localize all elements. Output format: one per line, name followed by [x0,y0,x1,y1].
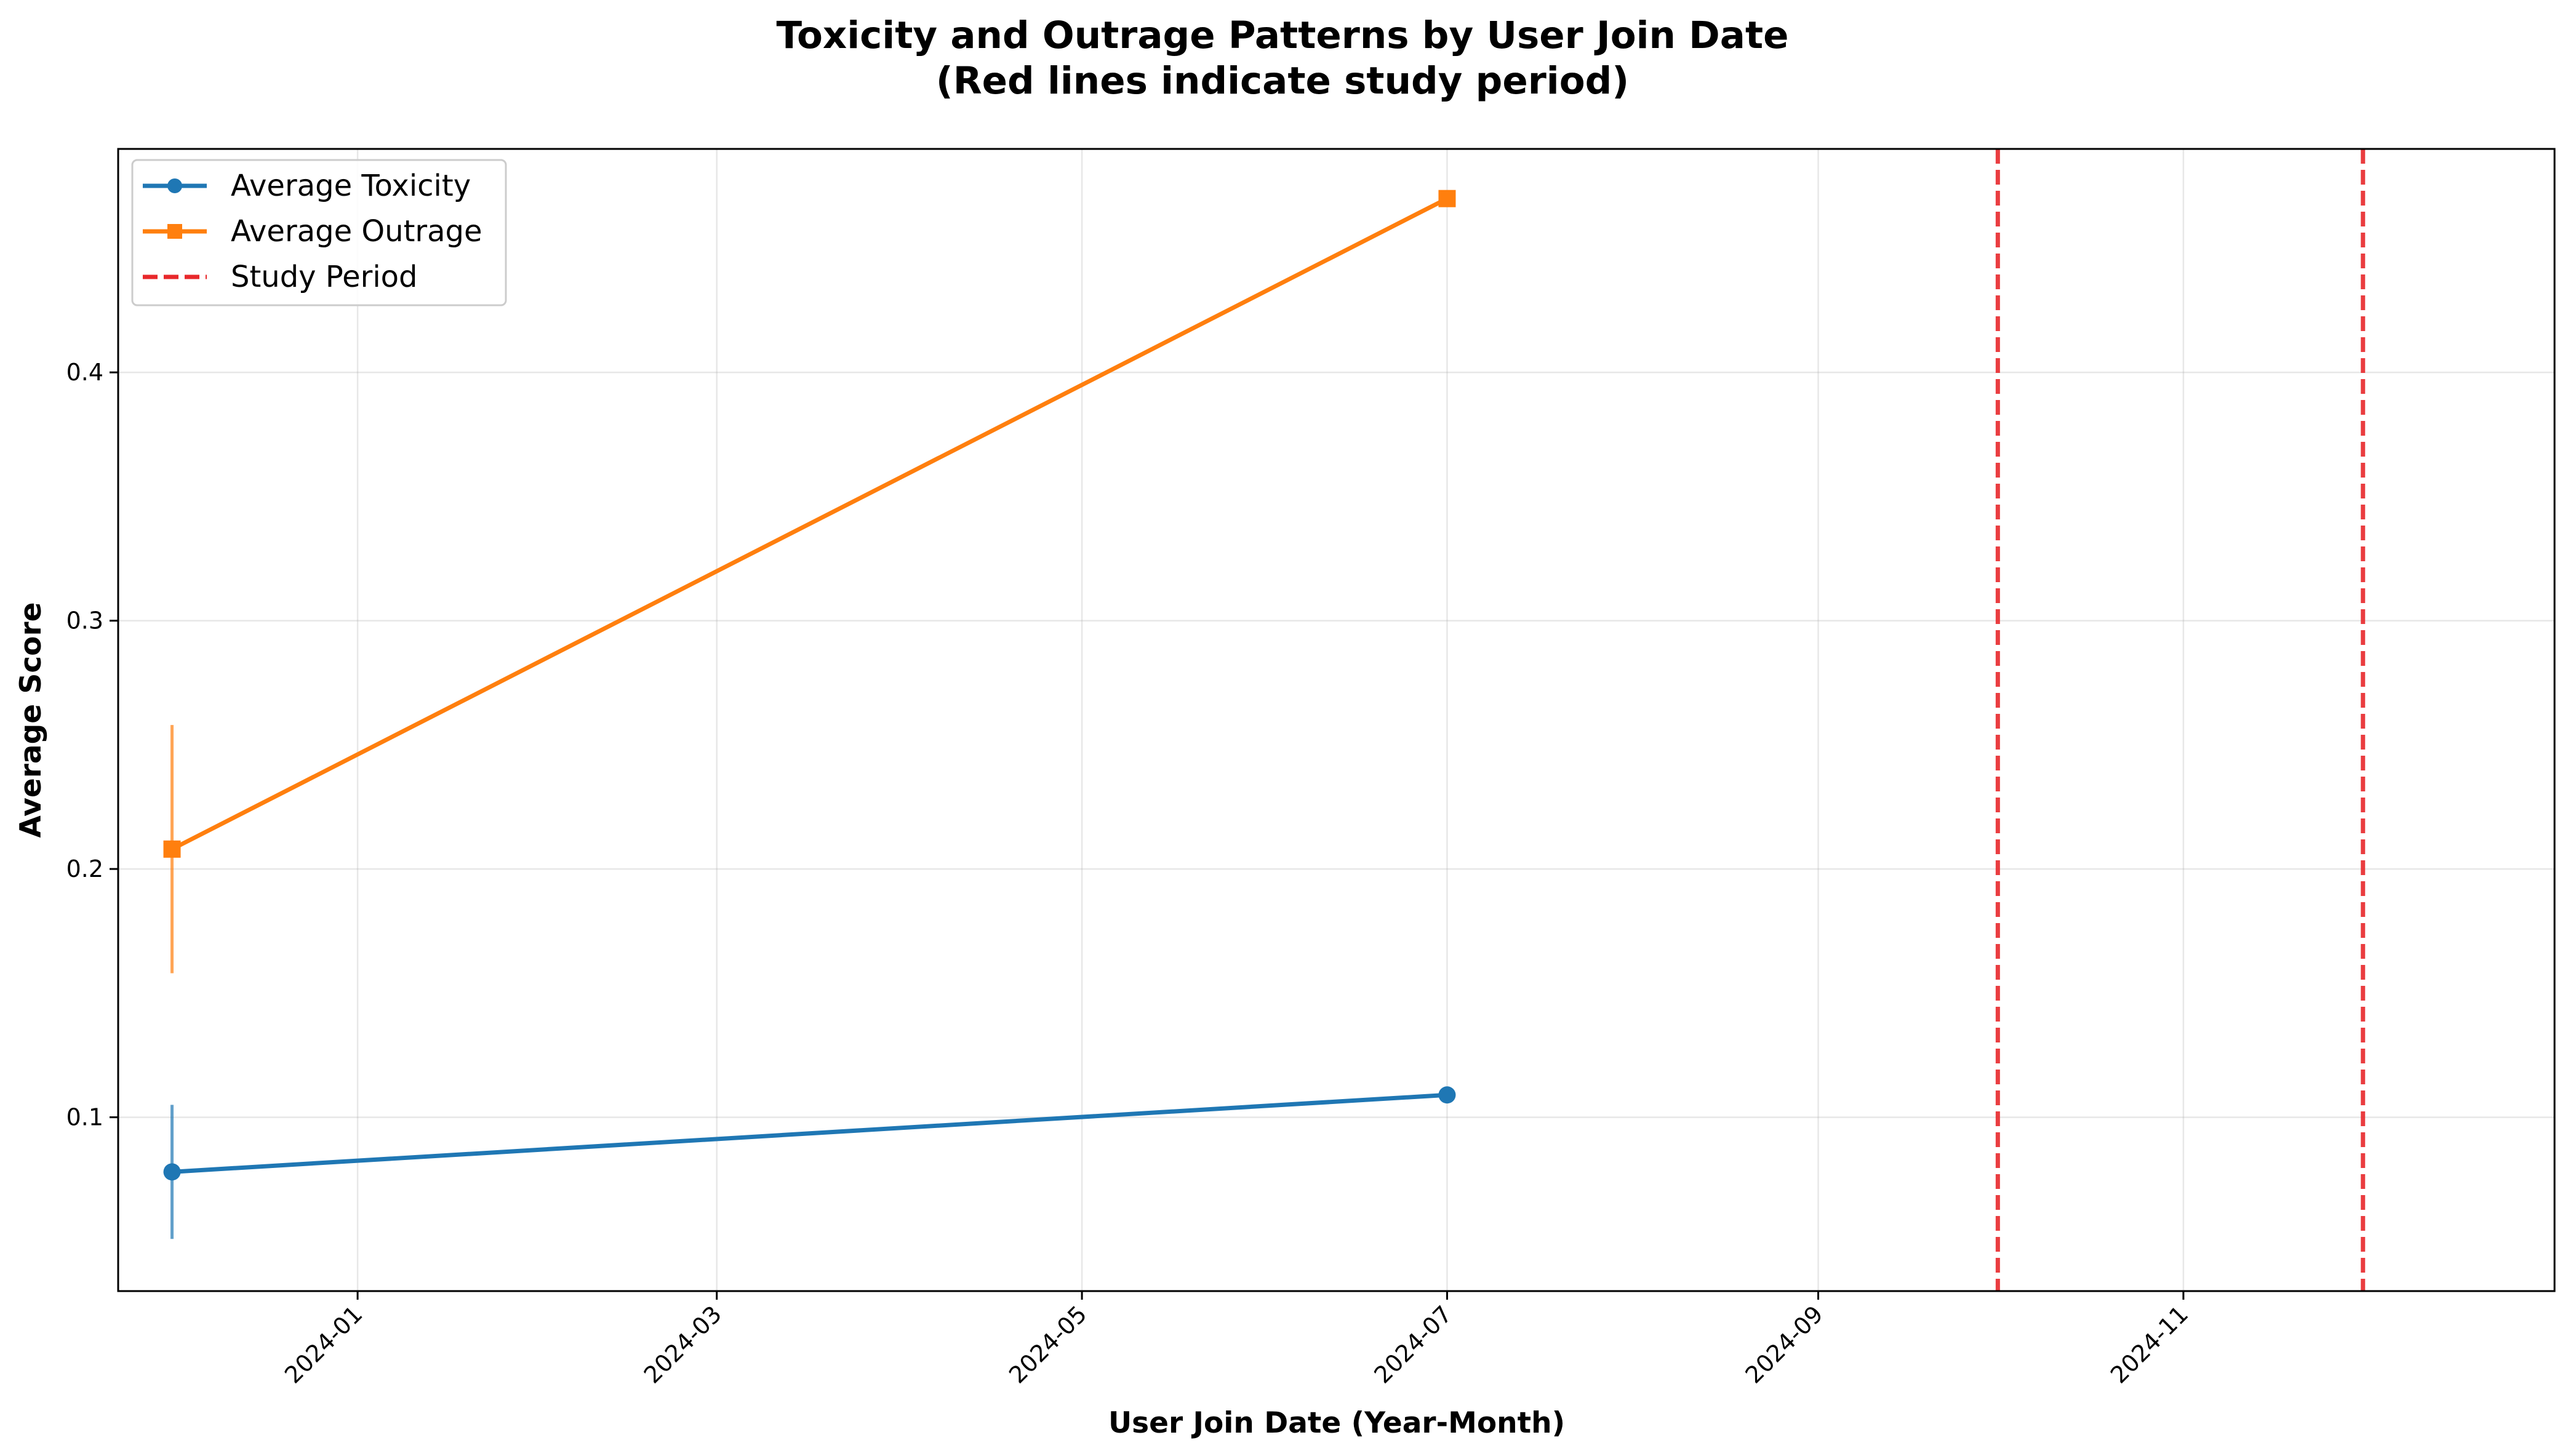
x-tick-label: 2024-05 [1004,1300,1092,1388]
outrage-point [163,840,181,858]
legend-toxicity-marker [167,178,182,193]
x-tick-label: 2024-11 [2105,1300,2193,1388]
legend-outrage-label: Average Outrage [231,214,482,249]
series [163,190,1456,1239]
legend-toxicity-label: Average Toxicity [231,169,471,203]
outrage-point [1438,190,1456,207]
grid [118,149,2555,1291]
y-tick-label: 0.3 [66,607,103,634]
y-axis-label: Average Score [14,602,48,838]
x-axis-ticks: 2024-01 2024-03 2024-05 2024-07 2024-09 2024-… [279,1291,2193,1389]
chart-title-line1: Toxicity and Outrage Patterns by User Jo… [776,14,1788,57]
y-tick-label: 0.4 [66,359,103,386]
legend: Average Toxicity Average Outrage Study P… [131,159,507,306]
legend-outrage-marker [167,224,182,239]
study-period-lines [1995,149,2366,1291]
toxicity-point [1438,1086,1456,1104]
x-axis-label: User Join Date (Year-Month) [1108,1406,1565,1440]
toxicity-line [172,1092,1447,1174]
plot-frame [117,148,2556,1292]
toxicity-point [163,1163,181,1181]
y-axis-ticks: 0.1 0.2 0.3 0.4 [66,359,118,1131]
x-tick-label: 2024-07 [1369,1300,1457,1388]
outrage-line [170,196,1449,851]
x-tick-label: 2024-03 [639,1300,727,1388]
x-tick-label: 2024-09 [1740,1300,1828,1388]
y-tick-label: 0.1 [66,1104,103,1131]
chart-title-line2: (Red lines indicate study period) [936,59,1629,103]
y-tick-label: 0.2 [66,855,103,882]
legend-box [131,159,507,306]
legend-study-period-label: Study Period [231,260,418,294]
x-tick-label: 2024-01 [279,1300,367,1388]
